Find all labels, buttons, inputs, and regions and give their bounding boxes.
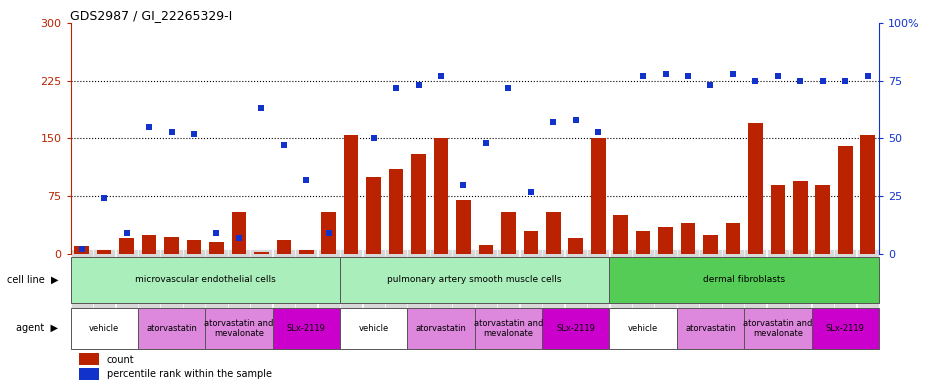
Text: atorvastatin: atorvastatin xyxy=(146,324,197,333)
Text: vehicle: vehicle xyxy=(628,324,658,333)
Bar xyxy=(412,154,426,254)
Bar xyxy=(816,185,830,254)
Bar xyxy=(231,212,246,254)
Bar xyxy=(703,235,718,254)
Bar xyxy=(614,215,628,254)
Text: GDS2987 / GI_22265329-I: GDS2987 / GI_22265329-I xyxy=(70,9,233,22)
Text: atorvastatin: atorvastatin xyxy=(415,324,466,333)
Bar xyxy=(609,308,677,349)
Text: atorvastatin and
mevalonate: atorvastatin and mevalonate xyxy=(474,318,543,338)
Bar xyxy=(635,231,650,254)
Bar xyxy=(811,308,879,349)
Bar xyxy=(569,238,583,254)
Bar xyxy=(164,237,179,254)
Bar xyxy=(276,240,291,254)
Text: agent  ▶: agent ▶ xyxy=(16,323,58,333)
Bar xyxy=(681,223,696,254)
Text: dermal fibroblasts: dermal fibroblasts xyxy=(703,275,785,284)
Bar xyxy=(609,257,879,303)
Bar xyxy=(70,308,138,349)
Bar xyxy=(407,308,475,349)
Bar xyxy=(205,308,273,349)
Text: percentile rank within the sample: percentile rank within the sample xyxy=(107,369,272,379)
Text: SLx-2119: SLx-2119 xyxy=(556,324,595,333)
Bar xyxy=(546,212,560,254)
Bar xyxy=(860,135,875,254)
Text: vehicle: vehicle xyxy=(358,324,389,333)
Bar xyxy=(344,135,358,254)
Bar xyxy=(79,353,99,365)
Text: cell line  ▶: cell line ▶ xyxy=(7,275,58,285)
Bar xyxy=(744,308,811,349)
Bar xyxy=(591,139,605,254)
Bar xyxy=(273,308,340,349)
Bar xyxy=(70,257,340,303)
Bar xyxy=(321,212,336,254)
Text: count: count xyxy=(107,355,134,365)
Text: atorvastatin and
mevalonate: atorvastatin and mevalonate xyxy=(744,318,812,338)
Bar xyxy=(456,200,471,254)
Bar xyxy=(119,238,133,254)
Bar xyxy=(142,235,156,254)
Bar xyxy=(433,139,448,254)
Bar xyxy=(771,185,785,254)
Bar xyxy=(478,245,494,254)
Bar xyxy=(97,250,112,254)
Bar xyxy=(524,231,538,254)
Text: vehicle: vehicle xyxy=(89,324,119,333)
Bar xyxy=(677,308,744,349)
Bar xyxy=(74,246,89,254)
Bar xyxy=(340,308,407,349)
Bar xyxy=(542,308,609,349)
Bar xyxy=(210,242,224,254)
Bar xyxy=(389,169,403,254)
Bar xyxy=(187,240,201,254)
Bar xyxy=(299,250,314,254)
Bar xyxy=(726,223,740,254)
Bar xyxy=(793,181,807,254)
Text: SLx-2119: SLx-2119 xyxy=(825,324,865,333)
Bar xyxy=(367,177,381,254)
Text: pulmonary artery smooth muscle cells: pulmonary artery smooth muscle cells xyxy=(387,275,562,284)
Bar xyxy=(138,308,205,349)
Bar xyxy=(340,257,609,303)
Bar xyxy=(838,146,853,254)
Bar xyxy=(475,308,542,349)
Text: atorvastatin: atorvastatin xyxy=(685,324,736,333)
Bar xyxy=(254,252,269,254)
Text: microvascular endothelial cells: microvascular endothelial cells xyxy=(134,275,275,284)
Bar xyxy=(748,123,762,254)
Bar xyxy=(658,227,673,254)
Text: SLx-2119: SLx-2119 xyxy=(287,324,326,333)
Bar xyxy=(501,212,516,254)
Bar xyxy=(79,368,99,380)
Text: atorvastatin and
mevalonate: atorvastatin and mevalonate xyxy=(204,318,274,338)
